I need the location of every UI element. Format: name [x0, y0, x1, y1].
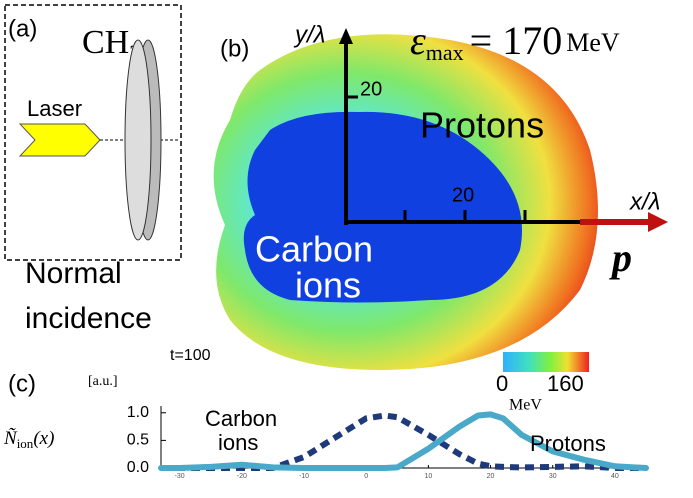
target-disk [124, 39, 152, 241]
incidence-label: incidence [25, 302, 152, 335]
tick-label: 20 [452, 184, 474, 206]
colorbar-label: 160 [547, 371, 584, 396]
time-label: t=100 [170, 347, 211, 364]
y-tick-label: 0.5 [127, 432, 149, 449]
x-tick-label: -10 [299, 473, 309, 480]
y-axis-label: Ñion(x) [3, 428, 54, 451]
energy-label: εmax = 170 MeV [410, 18, 620, 65]
carbon-label: Carbon [255, 229, 373, 270]
x-tick-label: 20 [487, 473, 495, 480]
series-line [158, 411, 649, 471]
axis-label: y/λ [293, 21, 325, 48]
colorbar-unit: MeV [509, 397, 542, 414]
x-tick-label: 10 [424, 473, 432, 480]
x-tick-label: 40 [611, 473, 619, 480]
series-label: Protons [530, 431, 606, 456]
incidence-label: Normal [25, 257, 122, 290]
protons-label: Protons [420, 105, 544, 146]
tick-label: 20 [360, 78, 382, 100]
x-tick-label: -30 [175, 473, 185, 480]
y-tick-label: 0.0 [127, 459, 149, 476]
axis-label: x/λ [629, 188, 660, 215]
carbon-cloud [243, 111, 522, 303]
laser-label: Laser [27, 96, 82, 121]
panel-label: (b) [220, 35, 249, 62]
colorbar [503, 352, 589, 372]
x-tick-label: -20 [237, 473, 247, 480]
arrow-head [339, 28, 353, 44]
x-tick-label: 0 [364, 473, 368, 480]
carbon-label: ions [295, 265, 361, 306]
series-label: Carbon ions [205, 406, 277, 455]
arrow-head [648, 212, 668, 232]
laser-arrow [18, 123, 101, 157]
plot: 0.0 0.5 1.0 -30 -20 -10 0 10 20 30 40 Carbon ions Pro… [127, 404, 649, 480]
momentum-label: p [609, 235, 632, 280]
x-tick-label: 30 [549, 473, 557, 480]
panel-frame [4, 4, 182, 261]
panel-label: (a) [8, 15, 37, 42]
series-line [161, 412, 646, 471]
unit-label: [a.u.] [88, 374, 118, 389]
panel-label: (c) [8, 370, 36, 397]
y-tick-label: 1.0 [127, 404, 149, 421]
colorbar-label: 0 [496, 371, 508, 396]
